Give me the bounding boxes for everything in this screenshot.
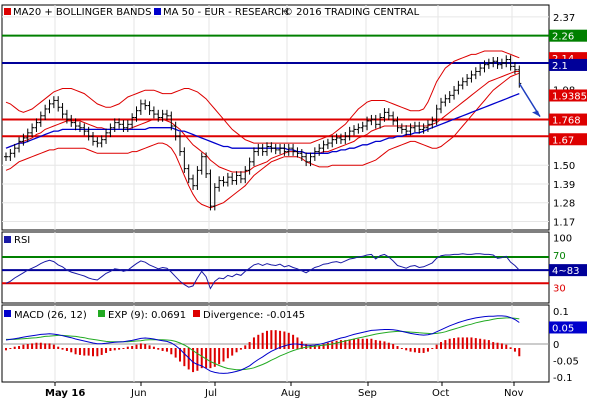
macd-ytick-neg-0-05: -0.05 <box>553 357 579 368</box>
rsi-line <box>5 253 520 290</box>
tag-1-9385: 1.9385 <box>552 91 587 102</box>
divergence-label: Divergence: -0.0145 <box>203 310 305 321</box>
rsi-ytick-100: 100 <box>553 233 572 244</box>
bollinger-upper-line <box>5 50 520 144</box>
x-label: Aug <box>281 388 301 399</box>
x-axis: May 16 Jun Jul Aug Sep Oct Nov <box>45 382 524 399</box>
price-panel-frame <box>1 4 550 231</box>
macd-ytick-0: 0 <box>553 340 559 351</box>
rsi-current-tag-bg <box>549 264 587 277</box>
macd-line <box>5 315 520 374</box>
rsi-panel: RSI 100 70 4~83 30 <box>1 231 587 304</box>
macd-panel: MACD (26, 12) EXP (9): 0.0691 Divergence: … <box>1 304 587 384</box>
macd-current-tag: 0.05 <box>552 323 574 334</box>
legend-swatch-ma20 <box>4 8 11 15</box>
rsi-panel-frame <box>1 231 550 304</box>
rsi-ytick-70: 70 <box>553 251 566 262</box>
tag-1-768: 1.768 <box>552 116 581 127</box>
macd-current-tag-bg <box>549 321 587 334</box>
tag-2-1-bg <box>549 58 587 71</box>
exp-legend-swatch <box>98 310 105 317</box>
x-label: May 16 <box>45 388 85 399</box>
ma20-line <box>5 71 520 173</box>
legend-label-ma20: MA20 + BOLLINGER BANDS <box>13 7 151 18</box>
x-label: Sep <box>358 388 377 399</box>
rsi-current-tag: 4~83 <box>552 266 579 277</box>
price-ytick-1-39: 1.39 <box>553 180 575 191</box>
x-label: Nov <box>504 388 524 399</box>
macd-title: MACD (26, 12) <box>14 310 87 321</box>
tag-1-67-bg <box>549 133 587 146</box>
price-panel: MA20 + BOLLINGER BANDS MA 50 - EUR - RESE… <box>1 4 587 231</box>
price-ytick-2-37: 2.37 <box>553 13 575 24</box>
macd-ytick-0-1: 0.1 <box>553 307 569 318</box>
gap-label: gap <box>553 127 570 137</box>
exp-label: EXP (9): 0.0691 <box>108 310 186 321</box>
x-label: Oct <box>432 388 449 399</box>
tag-1-67: 1.67 <box>552 135 574 146</box>
rsi-ytick-30: 30 <box>553 283 566 294</box>
tag-1-768-bg <box>549 113 587 126</box>
rsi-title: RSI <box>14 235 30 246</box>
macd-ytick-neg-0-1: -0.1 <box>553 373 573 384</box>
tag-2-26: 2.26 <box>552 32 574 43</box>
bollinger-lower-line <box>5 72 520 209</box>
price-ytick-1-17: 1.17 <box>553 217 575 228</box>
rsi-legend-swatch <box>4 236 11 243</box>
price-ytick-1-50: 1.50 <box>553 161 575 172</box>
legend-swatch-ma50 <box>154 8 161 15</box>
x-label: Jun <box>130 388 147 399</box>
tag-1-9385-bg <box>549 89 587 102</box>
tag-2-26-bg <box>549 29 587 42</box>
divergence-legend-swatch <box>193 310 200 317</box>
tag-2-1: 2.1 <box>552 61 568 72</box>
macd-legend-swatch <box>4 310 11 317</box>
price-ytick-1-28: 1.28 <box>553 199 575 210</box>
copyright-label: © 2016 TRADING CENTRAL <box>283 7 420 18</box>
legend-label-ma50: MA 50 - EUR - RESEARCH <box>163 7 289 18</box>
x-label: Jul <box>204 388 217 399</box>
projection-arrow-head <box>532 110 540 117</box>
